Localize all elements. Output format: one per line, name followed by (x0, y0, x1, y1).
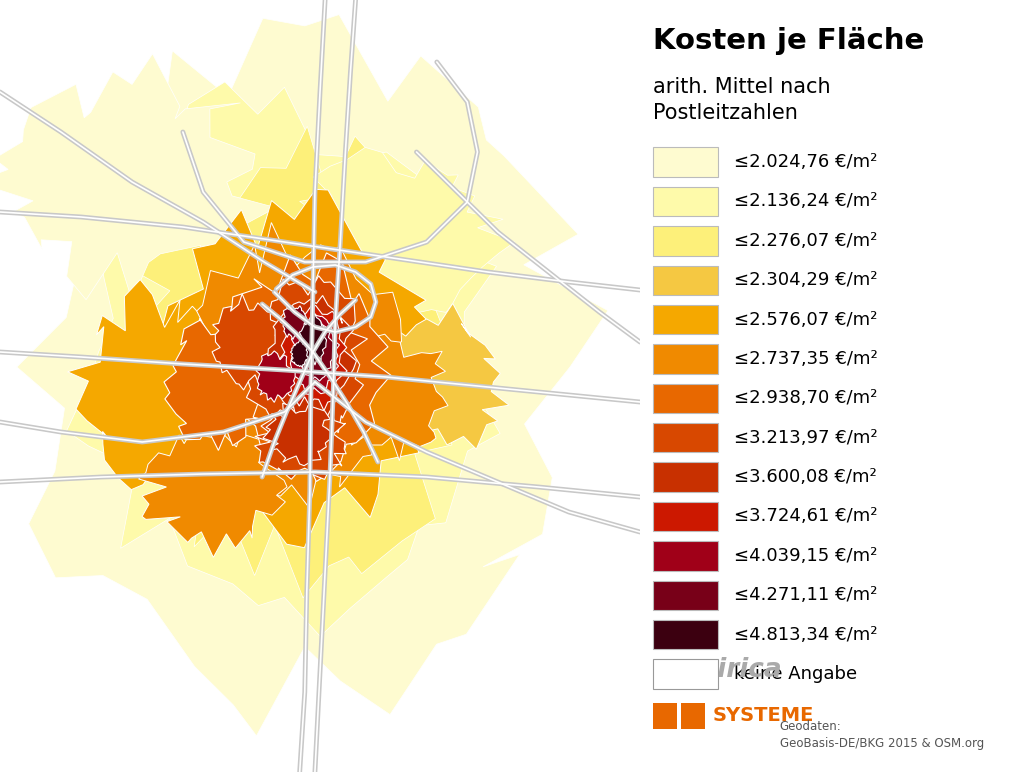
Text: ≤2.737,35 €/m²: ≤2.737,35 €/m² (734, 350, 878, 368)
FancyBboxPatch shape (653, 187, 719, 216)
Text: arith. Mittel nach
Postleitzahlen: arith. Mittel nach Postleitzahlen (653, 77, 831, 123)
Polygon shape (323, 334, 447, 461)
FancyBboxPatch shape (653, 226, 719, 256)
Text: keine Angabe: keine Angabe (734, 665, 857, 683)
Text: ≤2.024,76 €/m²: ≤2.024,76 €/m² (734, 153, 878, 171)
Text: ≤3.724,61 €/m²: ≤3.724,61 €/m² (734, 507, 878, 526)
Text: ≤2.304,29 €/m²: ≤2.304,29 €/m² (734, 271, 878, 290)
Polygon shape (291, 340, 309, 367)
Polygon shape (162, 189, 440, 547)
Polygon shape (282, 147, 515, 323)
Polygon shape (346, 303, 509, 449)
Polygon shape (138, 419, 287, 557)
FancyBboxPatch shape (653, 581, 719, 610)
Polygon shape (299, 320, 335, 381)
Polygon shape (280, 306, 347, 411)
Text: SYSTEME: SYSTEME (713, 706, 814, 725)
Text: ≤2.276,07 €/m²: ≤2.276,07 €/m² (734, 232, 878, 250)
Polygon shape (264, 296, 356, 431)
Polygon shape (134, 127, 477, 598)
Polygon shape (299, 314, 327, 365)
Text: ≤4.271,11 €/m²: ≤4.271,11 €/m² (734, 586, 878, 604)
Polygon shape (67, 82, 500, 636)
Polygon shape (16, 15, 608, 736)
Polygon shape (263, 403, 334, 466)
Text: ≤2.136,24 €/m²: ≤2.136,24 €/m² (734, 192, 878, 211)
Text: ≤4.039,15 €/m²: ≤4.039,15 €/m² (734, 547, 878, 565)
Text: ≤3.600,08 €/m²: ≤3.600,08 €/m² (734, 468, 877, 486)
Polygon shape (281, 306, 308, 340)
Text: ≤4.813,34 €/m²: ≤4.813,34 €/m² (734, 625, 878, 644)
FancyBboxPatch shape (653, 703, 677, 729)
FancyBboxPatch shape (653, 541, 719, 571)
Polygon shape (291, 312, 339, 394)
FancyBboxPatch shape (653, 344, 719, 374)
FancyBboxPatch shape (653, 266, 719, 295)
FancyBboxPatch shape (653, 620, 719, 649)
Polygon shape (240, 276, 368, 453)
Text: ≤2.938,70 €/m²: ≤2.938,70 €/m² (734, 389, 878, 408)
FancyBboxPatch shape (653, 384, 719, 413)
Polygon shape (164, 319, 276, 450)
Text: ≤3.213,97 €/m²: ≤3.213,97 €/m² (734, 428, 878, 447)
FancyBboxPatch shape (653, 423, 719, 452)
Text: ≤2.576,07 €/m²: ≤2.576,07 €/m² (734, 310, 878, 329)
FancyBboxPatch shape (653, 462, 719, 492)
Polygon shape (256, 351, 295, 402)
FancyBboxPatch shape (653, 147, 719, 177)
FancyBboxPatch shape (653, 305, 719, 334)
Text: Geodaten:
GeoBasis-DE/BKG 2015 & OSM.org: Geodaten: GeoBasis-DE/BKG 2015 & OSM.org (779, 720, 984, 750)
Text: Kosten je Fläche: Kosten je Fläche (653, 27, 925, 55)
Polygon shape (196, 222, 407, 508)
Polygon shape (255, 402, 346, 479)
FancyBboxPatch shape (681, 703, 705, 729)
Text: empirica: empirica (653, 657, 782, 683)
Polygon shape (0, 54, 275, 300)
FancyBboxPatch shape (653, 502, 719, 531)
Polygon shape (223, 253, 391, 482)
Polygon shape (212, 294, 292, 390)
Polygon shape (68, 279, 234, 489)
FancyBboxPatch shape (653, 659, 719, 689)
